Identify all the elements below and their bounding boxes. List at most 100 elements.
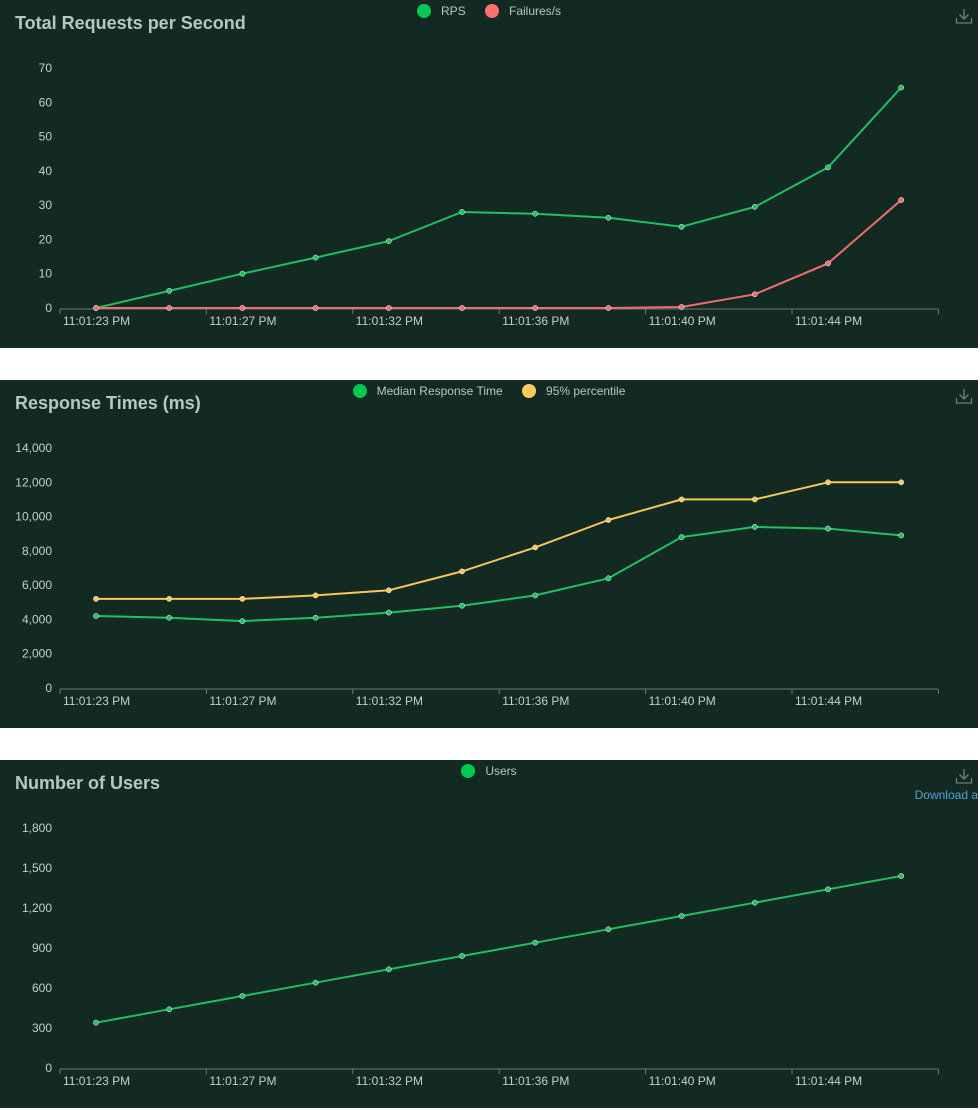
x-tick-label: 11:01:32 PM [356, 314, 423, 328]
data-point[interactable] [459, 305, 465, 311]
data-point[interactable] [459, 209, 465, 215]
data-point[interactable] [678, 496, 685, 503]
response-times-chart-panel: 11:01:23 PM 11:01:27 PM 11:01:32 PM 11:01:3… [0, 380, 978, 728]
x-tick-label: 11:01:44 PM [795, 1074, 862, 1088]
data-point[interactable] [166, 305, 173, 311]
data-point[interactable] [751, 291, 758, 298]
data-point[interactable] [239, 305, 246, 311]
y-tick-label: 0 [45, 301, 52, 315]
data-point[interactable] [385, 587, 392, 594]
data-point[interactable] [825, 260, 831, 267]
data-point[interactable] [166, 596, 173, 602]
data-point[interactable] [605, 214, 612, 221]
x-tick-label: 11:01:23 PM [63, 314, 130, 328]
rps-chart-legend: RPS Failures/s [0, 4, 978, 21]
data-point[interactable] [166, 1006, 173, 1013]
data-point[interactable] [532, 544, 539, 551]
y-tick-label: 300 [32, 1021, 52, 1035]
data-point[interactable] [312, 254, 319, 261]
data-point[interactable] [605, 926, 612, 933]
data-point[interactable] [532, 592, 539, 599]
data-point[interactable] [312, 305, 319, 311]
data-point[interactable] [825, 886, 831, 893]
users-chart-legend: Users [0, 764, 978, 781]
legend-label-failures: Failures/s [509, 4, 562, 18]
data-point[interactable] [751, 524, 758, 530]
legend-dot-median [352, 384, 367, 398]
data-point[interactable] [385, 609, 392, 616]
data-point[interactable] [459, 568, 465, 575]
data-point[interactable] [678, 913, 685, 919]
x-tick-label: 11:01:36 PM [502, 314, 569, 328]
data-point[interactable] [532, 210, 539, 217]
users-chart: 11:01:23 PM 11:01:27 PM 11:01:32 PM 11:01:3… [22, 821, 939, 1088]
data-point[interactable] [532, 939, 539, 946]
download-link[interactable]: Download a [914, 788, 978, 802]
x-tick-label: 11:01:44 PM [795, 694, 862, 708]
data-point[interactable] [678, 223, 685, 230]
data-point[interactable] [385, 966, 392, 973]
y-tick-label: 600 [32, 981, 52, 995]
legend-dot-rps [416, 4, 431, 18]
data-point[interactable] [93, 305, 99, 311]
data-point[interactable] [751, 204, 758, 210]
y-tick-label: 6,000 [22, 578, 52, 592]
download-icon[interactable] [954, 6, 974, 26]
data-point[interactable] [239, 618, 246, 624]
data-point[interactable] [751, 496, 758, 503]
data-point[interactable] [898, 84, 905, 91]
series-line [95, 86, 902, 309]
series-line [96, 481, 902, 600]
data-point[interactable] [312, 979, 319, 986]
legend-item-median[interactable]: Median Response Time [352, 384, 503, 398]
y-tick-label: 14,000 [15, 441, 52, 455]
data-point[interactable] [678, 304, 685, 310]
data-point[interactable] [93, 596, 99, 602]
data-point[interactable] [751, 899, 758, 906]
y-tick-label: 8,000 [22, 544, 52, 558]
data-point[interactable] [825, 525, 831, 532]
users-chart-title: Number of Users [15, 773, 161, 793]
data-point[interactable] [239, 993, 246, 999]
data-point[interactable] [898, 532, 905, 539]
legend-item-rps[interactable]: RPS [416, 4, 466, 18]
data-point[interactable] [312, 614, 319, 621]
data-point[interactable] [678, 534, 685, 540]
data-point[interactable] [93, 613, 99, 619]
data-point[interactable] [898, 197, 905, 203]
data-point[interactable] [605, 575, 612, 582]
data-point[interactable] [459, 953, 465, 959]
data-point[interactable] [825, 164, 831, 171]
y-tick-label: 4,000 [22, 612, 52, 626]
x-tick-label: 11:01:27 PM [209, 1074, 276, 1088]
data-point[interactable] [898, 479, 905, 486]
legend-item-percentile[interactable]: 95% percentile [522, 384, 625, 398]
data-point[interactable] [93, 1019, 99, 1026]
data-point[interactable] [532, 305, 539, 311]
y-tick-label: 70 [39, 61, 53, 75]
y-tick-label: 1,200 [22, 901, 52, 915]
legend-item-users[interactable]: Users [461, 764, 517, 778]
data-point[interactable] [239, 270, 246, 277]
response-times-chart-legend: Median Response Time 95% percentile [0, 384, 978, 401]
legend-dot-failures [485, 4, 499, 18]
series-line [96, 199, 902, 309]
data-point[interactable] [239, 596, 246, 602]
data-point[interactable] [166, 614, 173, 621]
download-icon[interactable] [954, 386, 974, 406]
data-point[interactable] [605, 305, 612, 311]
y-tick-label: 1,800 [22, 821, 52, 835]
series-line [95, 875, 902, 1024]
data-point[interactable] [166, 288, 173, 294]
download-icon[interactable] [954, 766, 974, 786]
data-point[interactable] [825, 479, 831, 486]
data-point[interactable] [385, 305, 392, 311]
data-point[interactable] [312, 592, 319, 599]
data-point[interactable] [898, 873, 905, 879]
data-point[interactable] [605, 517, 612, 523]
legend-item-failures[interactable]: Failures/s [485, 4, 561, 18]
data-point[interactable] [459, 602, 465, 609]
x-tick-label: 11:01:32 PM [356, 694, 423, 708]
rps-chart-title: Total Requests per Second [15, 13, 246, 33]
data-point[interactable] [385, 238, 392, 244]
